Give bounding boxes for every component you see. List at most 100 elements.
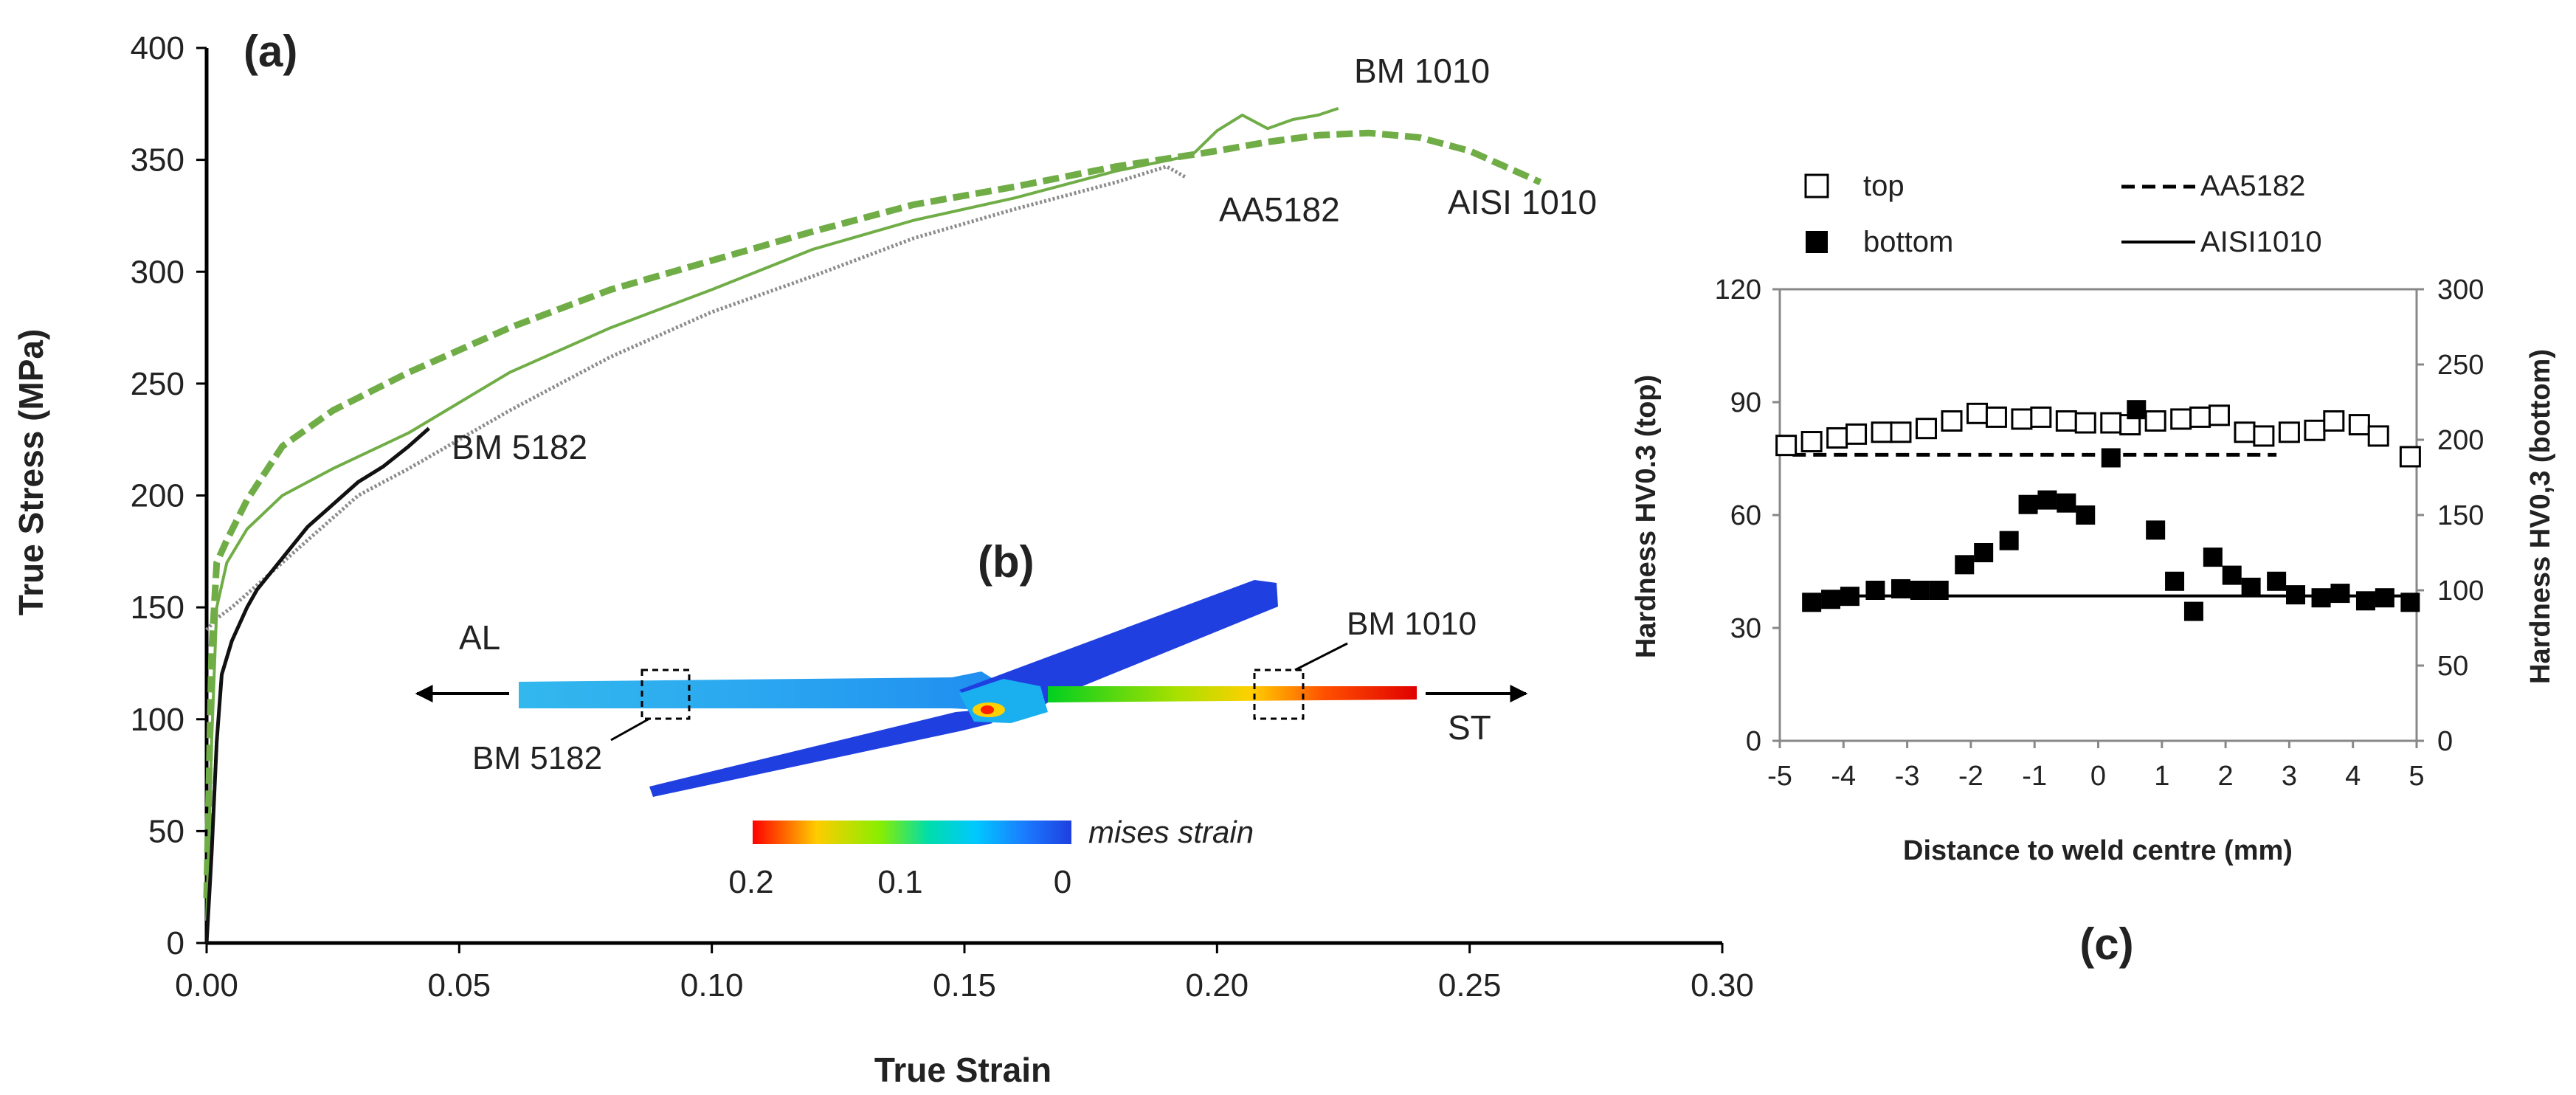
c-x-tick-label: 1: [2154, 761, 2169, 792]
marker-bottom: [1865, 581, 1885, 600]
panel-a-label: (a): [244, 27, 297, 76]
marker-top: [1871, 421, 1893, 443]
upper-diagonal-sheet: [959, 580, 1278, 719]
colorbar-title: mises strain: [1088, 815, 1254, 849]
panel-c-y-label-left: Hardness HV0.3 (top): [1631, 375, 1662, 658]
series-bm-1010: [205, 107, 1339, 921]
callout-line-right: [1294, 642, 1348, 671]
marker-top: [1845, 423, 1868, 445]
marker-top: [2011, 408, 2033, 430]
marker-top: [2100, 412, 2122, 434]
panel-a-tick-labels: 0.00 0.05 0.10 0.15 0.20 0.25 0.30050100150200…: [131, 30, 1754, 1004]
colorbar-tick-1: 0.1: [877, 864, 922, 900]
legend-label-solid: AISI1010: [2200, 226, 2322, 258]
x-tick-label: 0.20: [1186, 967, 1249, 1004]
marker-top: [2030, 406, 2052, 428]
panel-c-x-label: Distance to weld centre (mm): [1903, 835, 2293, 866]
annotation-bm1010: BM 1010: [1354, 52, 1490, 90]
marker-top: [1826, 426, 1848, 449]
callout-label-left: BM 5182: [472, 740, 602, 776]
y-tick-label: 50: [148, 813, 184, 849]
c-y-right-tick-label: 200: [2437, 425, 2484, 456]
c-y-left-tick-label: 120: [1715, 274, 1761, 305]
y-tick-label: 0: [167, 925, 184, 961]
marker-bottom: [1821, 590, 1841, 609]
panel-a-x-label: True Strain: [874, 1051, 1052, 1089]
panel-a-y-label: True Stress (MPa): [12, 329, 50, 616]
marker-top: [2189, 406, 2211, 428]
marker-top: [2367, 425, 2389, 447]
callout-box-left: [640, 669, 691, 720]
lower-diagonal-sheet: [649, 710, 992, 797]
marker-bottom: [1910, 581, 1930, 600]
legend-marker-bottom: [1806, 231, 1828, 253]
c-y-left-tick-label: 60: [1730, 500, 1761, 531]
marker-top: [2170, 408, 2192, 430]
x-tick-label: 0.10: [680, 967, 744, 1004]
arrow-label-al: AL: [459, 618, 500, 657]
marker-bottom: [1890, 578, 1910, 598]
marker-bottom: [2076, 505, 2096, 525]
panel-b-label: (b): [978, 537, 1035, 587]
weld-hotspot-left-core: [981, 705, 994, 714]
marker-bottom: [1955, 555, 1975, 575]
c-y-right-tick-label: 300: [2437, 274, 2484, 305]
c-y-right-tick-label: 50: [2437, 651, 2468, 682]
c-y-right-tick-label: 0: [2437, 726, 2453, 757]
c-y-right-tick-label: 150: [2437, 500, 2484, 531]
marker-bottom: [1840, 587, 1860, 607]
c-y-left-tick-label: 0: [1746, 726, 1761, 757]
series-aa5182: [205, 165, 1188, 632]
annotation-aa5182: AA5182: [1219, 190, 1340, 229]
panel-c-y-label-right: Hardness HV0,3 (bottom): [2525, 349, 2556, 684]
x-tick-label: 0.15: [933, 967, 996, 1004]
marker-top: [1966, 402, 1989, 424]
marker-bottom: [2018, 494, 2038, 514]
y-tick-label: 200: [131, 478, 184, 514]
legend-label-bottom: bottom: [1863, 226, 1953, 258]
c-x-tick-label: -5: [1767, 761, 1792, 792]
legend-marker-top: [1804, 173, 1829, 198]
marker-bottom: [2400, 593, 2420, 612]
series-bm-5182: [204, 426, 430, 944]
c-x-tick-label: -1: [2022, 761, 2047, 792]
marker-top: [2074, 412, 2096, 434]
aluminium-sheet: [519, 671, 1017, 716]
marker-top: [2055, 410, 2077, 432]
marker-bottom: [2241, 577, 2261, 597]
marker-bottom: [2127, 400, 2147, 420]
marker-top: [2234, 421, 2256, 443]
marker-top: [2304, 419, 2326, 441]
c-x-tick-label: 5: [2408, 761, 2424, 792]
panel-c-legend: top bottom AA5182 AISI1010: [1804, 170, 2322, 258]
colorbar: [753, 821, 1071, 844]
x-tick-label: 0.25: [1438, 967, 1502, 1004]
marker-bottom: [1802, 593, 1822, 612]
marker-top: [1915, 418, 1937, 440]
c-x-tick-label: -2: [1958, 761, 1983, 792]
marker-bottom: [1974, 543, 1994, 562]
panel-c-tick-labels: -5 -4 -3 -2 -1 0 1 2 3 4 5030609012005010015020025…: [1715, 274, 2485, 792]
marker-top: [2399, 446, 2421, 468]
c-y-left-tick-label: 90: [1730, 387, 1761, 418]
legend-label-dashed: AA5182: [2200, 170, 2305, 202]
y-tick-label: 150: [131, 590, 184, 626]
y-tick-label: 400: [131, 30, 184, 66]
series-aisi-1010: [203, 129, 1542, 899]
c-x-tick-label: 2: [2218, 761, 2234, 792]
marker-top: [1941, 410, 1963, 432]
marker-top: [2348, 414, 2370, 436]
c-x-tick-label: 0: [2090, 761, 2106, 792]
marker-bottom: [2203, 548, 2223, 567]
marker-bottom: [2165, 571, 2185, 591]
c-x-tick-label: -3: [1895, 761, 1920, 792]
callout-label-right: BM 1010: [1347, 606, 1477, 642]
marker-top: [2278, 421, 2300, 443]
x-tick-label: 0.30: [1691, 967, 1754, 1004]
marker-top: [1800, 431, 1823, 453]
marker-bottom: [2183, 601, 2203, 621]
marker-top: [2208, 404, 2230, 426]
marker-top: [2144, 410, 2166, 432]
marker-bottom: [1929, 581, 1949, 600]
